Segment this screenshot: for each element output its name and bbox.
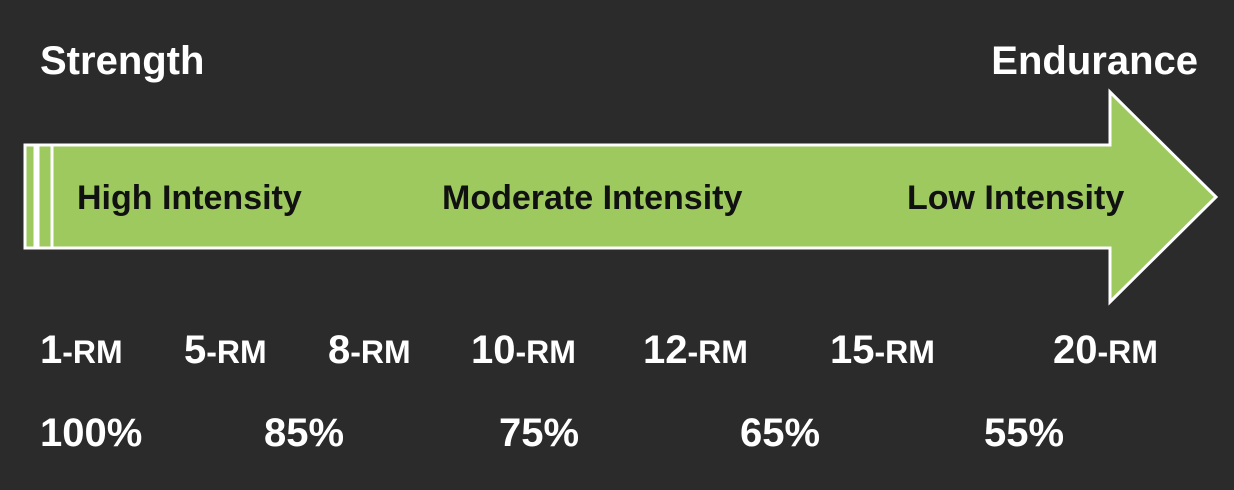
strength-label: Strength [40, 39, 205, 83]
rep-max-label: 8-RM [328, 328, 411, 374]
arrow-tail-bar-inner [36, 143, 54, 250]
rep-max-label: 20-RM [1053, 328, 1158, 374]
rep-max-value: 10 [471, 328, 516, 372]
rep-max-value: 8 [328, 328, 351, 372]
rep-max-value: 20 [1053, 328, 1098, 372]
zone-moderate-intensity: Moderate Intensity [442, 179, 743, 217]
rep-max-unit: -RM [515, 334, 576, 370]
rep-max-unit: -RM [62, 334, 123, 370]
rep-max-unit: -RM [687, 334, 748, 370]
rep-max-label: 1-RM [40, 328, 123, 374]
rep-max-label: 15-RM [830, 328, 935, 374]
arrow-tail-bar-outer [23, 143, 37, 250]
rep-max-value: 12 [643, 328, 688, 372]
zone-high-intensity: High Intensity [77, 179, 302, 217]
rep-max-unit: -RM [1097, 334, 1158, 370]
percent-label: 55% [984, 411, 1065, 455]
rep-max-unit: -RM [350, 334, 411, 370]
endurance-label: Endurance [991, 39, 1198, 83]
percent-label: 100% [40, 411, 143, 455]
rep-max-label: 12-RM [643, 328, 748, 374]
rep-max-value: 1 [40, 328, 63, 372]
rep-max-value: 15 [830, 328, 875, 372]
rep-max-label: 10-RM [471, 328, 576, 374]
rep-max-label: 5-RM [184, 328, 267, 374]
percent-label: 85% [264, 411, 345, 455]
rep-max-value: 5 [184, 328, 207, 372]
rep-max-unit: -RM [874, 334, 935, 370]
rep-max-unit: -RM [206, 334, 267, 370]
zone-low-intensity: Low Intensity [907, 179, 1125, 217]
percent-label: 65% [740, 411, 821, 455]
percent-label: 75% [499, 411, 580, 455]
arrow-body [23, 88, 1219, 306]
